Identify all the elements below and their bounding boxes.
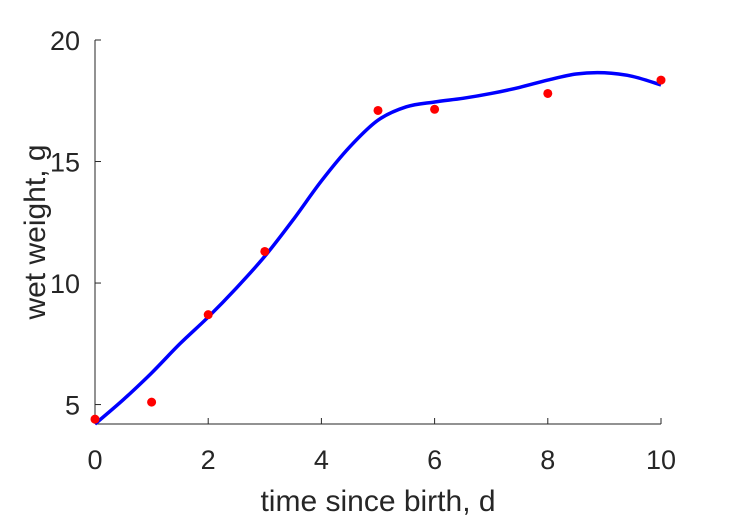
data-point xyxy=(656,75,666,85)
y-tick-label: 5 xyxy=(65,391,80,421)
x-tick-label: 6 xyxy=(427,445,442,475)
y-tick-label: 15 xyxy=(50,148,80,178)
data-point xyxy=(147,397,157,407)
x-tick-label: 0 xyxy=(87,445,102,475)
y-axis: 5 10 15 20 xyxy=(50,26,101,421)
y-tick-label: 20 xyxy=(50,26,80,56)
x-axis: 0 2 4 6 8 10 xyxy=(87,418,676,475)
x-tick-label: 2 xyxy=(201,445,216,475)
data-point xyxy=(260,246,270,256)
y-axis-label: wet weight, g xyxy=(19,144,52,320)
fit-curve xyxy=(93,70,662,426)
data-point xyxy=(203,310,213,320)
data-point xyxy=(373,105,383,115)
x-tick-label: 8 xyxy=(540,445,555,475)
x-tick-label: 10 xyxy=(646,445,676,475)
plot-area xyxy=(90,70,666,426)
data-point xyxy=(430,104,440,114)
x-axis-label: time since birth, d xyxy=(260,485,495,518)
y-tick-label: 10 xyxy=(50,269,80,299)
x-tick-label: 4 xyxy=(314,445,329,475)
data-point xyxy=(90,414,100,424)
data-point xyxy=(543,88,553,98)
